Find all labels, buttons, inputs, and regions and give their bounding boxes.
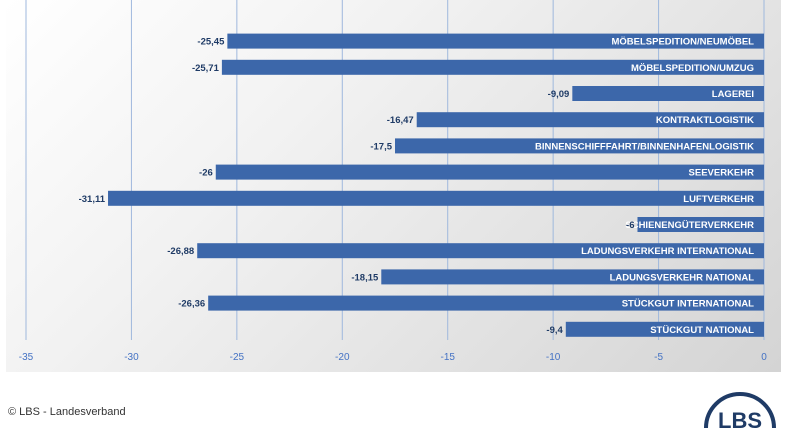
category-label: SEEVERKEHR	[689, 168, 755, 179]
category-label: MÖBELSPEDITION/UMZUG	[631, 63, 754, 74]
data-label: -16,47	[387, 115, 414, 126]
lbs-logo: LBS	[704, 392, 776, 428]
category-label: MÖBELSPEDITION/NEUMÖBEL	[611, 37, 754, 48]
bar	[108, 190, 764, 206]
data-label: -25,71	[192, 63, 220, 74]
category-label: SCHIENENGÜTERVERKEHR	[625, 220, 754, 231]
bar	[221, 59, 764, 75]
data-label: -31,11	[79, 194, 106, 205]
chart-area: -35 -30 -25 -20 -15 -10 -5 0 MÖBELSPEDITION/NEUM…	[6, 0, 781, 372]
bar	[572, 86, 764, 101]
category-label: LAGEREI	[712, 89, 754, 100]
bar-chart: -35 -30 -25 -20 -15 -10 -5 0 MÖBELSPEDITION/NEUM…	[19, 0, 767, 363]
category-label: KONTRAKTLOGISTIK	[656, 115, 754, 126]
data-label: -6	[626, 220, 634, 231]
logo-text: LBS	[718, 408, 762, 428]
data-label: -9,09	[548, 89, 570, 100]
copyright-text: © LBS - Landesverband	[8, 406, 126, 418]
x-tick-label: -15	[440, 352, 455, 363]
x-tick-label: -30	[124, 352, 139, 363]
category-label: STÜCKGUT NATIONAL	[650, 325, 754, 336]
data-label: -26	[199, 168, 213, 179]
bar	[416, 112, 764, 128]
data-label: -26,36	[178, 299, 205, 310]
bar	[381, 269, 764, 285]
x-tick-label: -25	[230, 352, 245, 363]
x-tick-label: -5	[654, 352, 663, 363]
x-tick-label: -35	[19, 352, 34, 363]
bar	[395, 138, 764, 154]
data-label: -17,5	[370, 141, 392, 152]
x-tick-label: 0	[761, 352, 767, 363]
bar	[197, 243, 764, 259]
x-tick-label: -10	[546, 352, 561, 363]
data-label: -18,15	[351, 272, 379, 283]
data-label: -25,45	[197, 37, 225, 48]
bar	[208, 295, 765, 311]
category-label: BINNENSCHIFFFAHRT/BINNENHAFENLOGISTIK	[535, 141, 754, 152]
category-label: LADUNGSVERKEHR INTERNATIONAL	[581, 246, 754, 257]
bar	[565, 321, 764, 337]
bar	[215, 164, 764, 180]
data-label: -26,88	[167, 246, 194, 257]
bar	[637, 217, 764, 232]
data-label: -9,4	[546, 325, 563, 336]
category-label: LADUNGSVERKEHR NATIONAL	[610, 272, 755, 283]
x-tick-label: -20	[335, 352, 350, 363]
category-label: STÜCKGUT INTERNATIONAL	[622, 299, 754, 310]
bar	[227, 33, 764, 49]
category-label: LUFTVERKEHR	[683, 194, 754, 205]
